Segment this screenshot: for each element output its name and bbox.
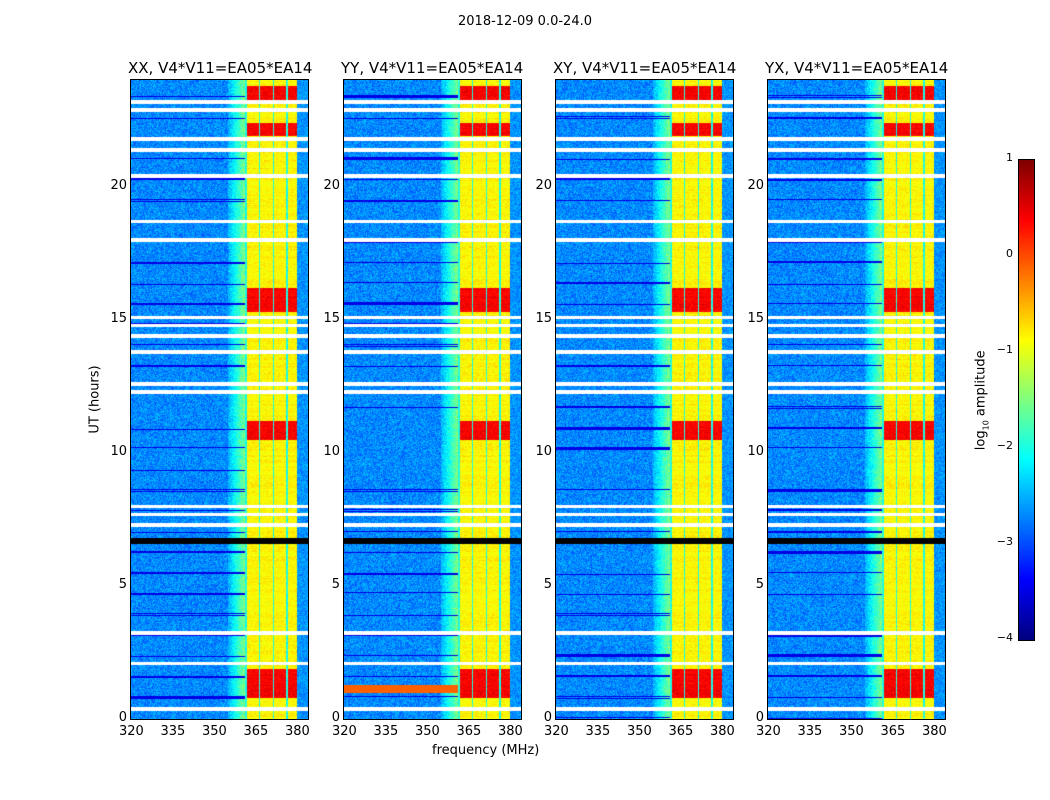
x-tick-label: 335 — [797, 724, 823, 739]
y-tick-label: 10 — [323, 443, 340, 459]
y-tick-label: 15 — [323, 310, 340, 326]
panel-frame — [130, 79, 309, 720]
colorbar — [1019, 160, 1034, 640]
y-tick-label: 20 — [110, 177, 127, 193]
y-tick-label: 5 — [331, 576, 340, 592]
colorbar-tick-label: −2 — [996, 439, 1013, 452]
y-tick-label: 15 — [535, 310, 552, 326]
x-tick-label: 380 — [497, 724, 523, 739]
panel-title: XX, V4*V11=EA05*EA14 — [128, 59, 313, 77]
colorbar-tick-label: −1 — [996, 343, 1013, 356]
y-tick-label: 5 — [118, 576, 127, 592]
x-axis-label: frequency (MHz) — [432, 743, 540, 758]
x-tick-label: 350 — [838, 724, 864, 739]
y-tick-label: 20 — [747, 177, 764, 193]
x-tick-label: 320 — [756, 724, 781, 739]
y-axis-label: UT (hours) — [87, 365, 103, 434]
y-tick-label: 0 — [118, 710, 127, 725]
x-tick-label: 350 — [201, 724, 227, 739]
y-tick-label: 0 — [755, 710, 764, 725]
x-tick-label: 335 — [160, 724, 186, 739]
colorbar-frame — [1018, 159, 1035, 641]
y-tick-label: 10 — [747, 443, 764, 459]
x-tick-label: 320 — [119, 724, 144, 739]
heatmap-image — [556, 80, 733, 719]
x-tick-label: 365 — [668, 724, 694, 739]
x-tick-label: 365 — [880, 724, 906, 739]
heatmap-image — [131, 80, 308, 719]
colorbar-tick-label: −3 — [996, 535, 1013, 548]
heatmap-image — [344, 80, 521, 719]
x-tick-label: 380 — [921, 724, 947, 739]
panel-title: XY, V4*V11=EA05*EA14 — [553, 59, 737, 77]
y-tick-label: 5 — [543, 576, 552, 592]
panel-title: YX, V4*V11=EA05*EA14 — [765, 59, 949, 77]
y-tick-label: 0 — [543, 710, 552, 725]
x-tick-label: 380 — [284, 724, 310, 739]
colorbar-tick-label: 1 — [1006, 151, 1013, 164]
y-tick-label: 15 — [747, 310, 764, 326]
colorbar-tick-label: −4 — [996, 631, 1013, 644]
y-tick-label: 10 — [110, 443, 127, 459]
panel-frame — [767, 79, 946, 720]
y-tick-label: 10 — [535, 443, 552, 459]
x-tick-label: 335 — [585, 724, 611, 739]
panel-title: YY, V4*V11=EA05*EA14 — [341, 59, 524, 77]
colorbar-tick-label: 0 — [1006, 247, 1013, 260]
x-tick-label: 350 — [414, 724, 440, 739]
colorbar-label-sub: 10 — [981, 420, 991, 431]
x-tick-label: 365 — [456, 724, 482, 739]
x-tick-label: 350 — [626, 724, 652, 739]
figure-title: 2018-12-09 0.0-24.0 — [458, 14, 592, 29]
panel-frame — [343, 79, 522, 720]
panel-frame — [555, 79, 734, 720]
x-tick-label: 320 — [544, 724, 569, 739]
y-tick-label: 20 — [535, 177, 552, 193]
y-tick-label: 0 — [331, 710, 340, 725]
x-tick-label: 380 — [709, 724, 735, 739]
x-tick-label: 365 — [243, 724, 269, 739]
x-tick-label: 320 — [332, 724, 357, 739]
y-tick-label: 5 — [755, 576, 764, 592]
colorbar-label-rest: amplitude — [973, 350, 989, 421]
y-tick-label: 20 — [323, 177, 340, 193]
y-tick-label: 15 — [110, 310, 127, 326]
x-tick-label: 335 — [373, 724, 399, 739]
heatmap-image — [768, 80, 945, 719]
